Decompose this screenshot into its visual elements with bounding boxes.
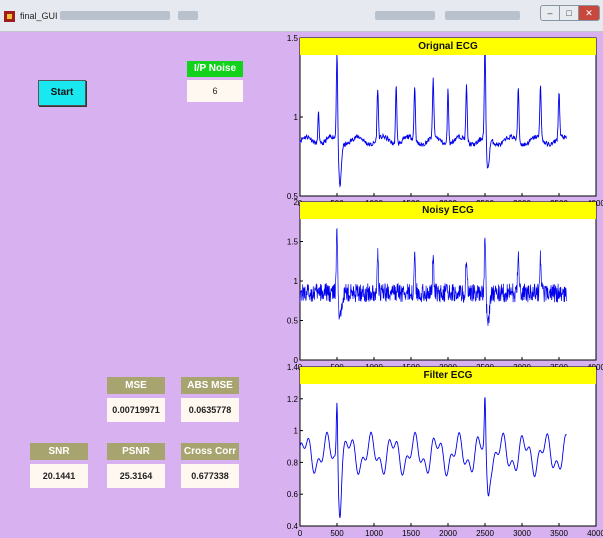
original-ecg-ytick-label: 0.5 [287, 192, 299, 201]
background-tab-text [178, 11, 198, 20]
cross-corr-label: Cross Corr [181, 443, 239, 460]
filter-ecg-xtick-label: 2500 [476, 529, 494, 538]
original-ecg-title: Orignal ECG [300, 38, 596, 55]
psnr-value: 25.3164 [107, 464, 165, 488]
original-ecg-signal-line [299, 46, 567, 188]
psnr-label: PSNR [107, 443, 165, 460]
filter-ecg-xtick-label: 0 [298, 529, 303, 538]
filter-ecg-ytick-label: 0.6 [287, 490, 299, 499]
original-ecg-axes [299, 37, 597, 197]
mse-label: MSE [107, 377, 165, 394]
background-tab-text [445, 11, 520, 20]
original-ecg-ytick-label: 1.5 [287, 34, 299, 43]
filter-ecg-ytick-label: 1.2 [287, 395, 299, 404]
window-title-bar: final_GUI – □ ✕ [0, 0, 603, 32]
filter-ecg-xtick-label: 500 [330, 529, 344, 538]
filter-ecg-xtick-label: 1000 [365, 529, 383, 538]
filter-ecg-ytick-label: 1.4 [287, 363, 299, 372]
noisy-ecg-signal-line [299, 227, 567, 326]
filter-ecg-title: Filter ECG [300, 367, 596, 384]
abs-mse-value: 0.0635778 [181, 398, 239, 422]
filter-ecg-signal-line [299, 397, 567, 518]
window-title: final_GUI [20, 11, 58, 21]
filter-ecg-ytick-label: 0.4 [287, 522, 299, 531]
app-icon [4, 11, 15, 22]
filter-ecg-ytick-label: 1 [294, 427, 299, 436]
start-button[interactable]: Start [38, 80, 86, 106]
original-ecg-ytick-label: 1 [294, 113, 299, 122]
noisy-ecg-ytick-label: 0 [294, 356, 299, 365]
noisy-ecg-ytick-label: 2 [294, 198, 299, 207]
ip-noise-label: I/P Noise [187, 61, 243, 77]
filter-ecg-ytick-label: 0.8 [287, 458, 299, 467]
filter-ecg-xtick-label: 3000 [513, 529, 531, 538]
filter-ecg-xtick-label: 2000 [439, 529, 457, 538]
ip-noise-input[interactable]: 6 [187, 80, 243, 102]
noisy-ecg-ytick-label: 1 [294, 277, 299, 286]
close-button[interactable]: ✕ [578, 5, 600, 21]
cross-corr-value: 0.677338 [181, 464, 239, 488]
noisy-ecg-title: Noisy ECG [300, 202, 596, 219]
background-tab-text [60, 11, 170, 20]
background-tab-text [375, 11, 435, 20]
filter-ecg-xtick-label: 1500 [402, 529, 420, 538]
filter-ecg-xtick-label: 4000 [587, 529, 603, 538]
snr-value: 20.1441 [30, 464, 88, 488]
abs-mse-label: ABS MSE [181, 377, 239, 394]
noisy-ecg-ytick-label: 1.5 [287, 238, 299, 247]
noisy-ecg-axes [299, 201, 597, 361]
snr-label: SNR [30, 443, 88, 460]
filter-ecg-axes [299, 366, 597, 527]
noisy-ecg-ytick-label: 0.5 [287, 317, 299, 326]
mse-value: 0.00719971 [107, 398, 165, 422]
filter-ecg-xtick-label: 3500 [550, 529, 568, 538]
